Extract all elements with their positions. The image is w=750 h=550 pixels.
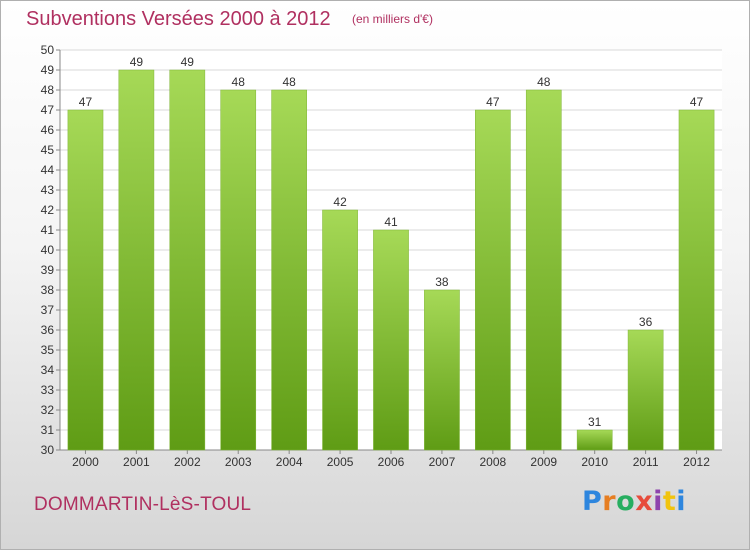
logo-letter: P <box>582 486 603 517</box>
x-tick-label: 2011 <box>633 455 659 469</box>
data-label: 49 <box>130 55 144 69</box>
logo-letter: i <box>653 486 663 517</box>
bar <box>424 289 460 451</box>
x-tick-label: 2009 <box>530 455 557 469</box>
y-tick-label: 43 <box>41 183 55 197</box>
logo-letter: r <box>602 486 617 517</box>
y-tick-label: 34 <box>41 363 55 377</box>
x-tick-label: 2005 <box>327 455 354 469</box>
x-tick-label: 2001 <box>123 455 150 469</box>
x-tick-label: 2010 <box>581 455 608 469</box>
y-tick-label: 46 <box>41 123 55 137</box>
bar <box>627 329 664 451</box>
x-tick-label: 2006 <box>378 455 405 469</box>
proxiti-logo[interactable]: Proxiti <box>582 486 686 517</box>
y-tick-label: 38 <box>41 283 55 297</box>
bar <box>169 69 206 451</box>
x-tick-label: 2012 <box>683 455 710 469</box>
y-tick-label: 50 <box>41 43 55 57</box>
chart-title: Subventions Versées 2000 à 2012 <box>26 8 331 30</box>
bar <box>220 89 257 451</box>
y-tick-label: 36 <box>41 323 55 337</box>
x-tick-label: 2008 <box>479 455 506 469</box>
logo-letter: x <box>635 486 654 517</box>
y-tick-label: 39 <box>41 263 55 277</box>
y-tick-label: 32 <box>41 403 55 417</box>
data-label: 31 <box>588 415 602 429</box>
logo-letter: i <box>676 486 687 517</box>
labels: 30 31 32 33 34 35 36 37 38 39 40 41 42 43 44 45 46 47 48 49… <box>41 43 711 469</box>
data-label: 48 <box>282 75 296 89</box>
y-tick-label: 45 <box>41 143 55 157</box>
x-tick-label: 2003 <box>225 455 252 469</box>
chart-subtitle: (en milliers d'€) <box>352 12 433 26</box>
y-tick-label: 31 <box>41 423 55 437</box>
commune-name: DOMMARTIN-LèS-TOUL <box>34 494 252 515</box>
y-tick-label: 44 <box>41 163 55 177</box>
data-label: 47 <box>486 95 500 109</box>
bar <box>525 89 562 451</box>
logo-letter: t <box>662 486 677 517</box>
x-tick-label: 2004 <box>276 455 303 469</box>
data-label: 48 <box>537 75 551 89</box>
bars <box>67 69 715 451</box>
y-tick-label: 40 <box>41 243 55 257</box>
data-label: 41 <box>384 215 398 229</box>
bar <box>271 89 307 451</box>
x-tick-label: 2007 <box>429 455 456 469</box>
y-tick-label: 49 <box>41 63 55 77</box>
bar <box>373 229 409 451</box>
logo-letter: o <box>616 486 636 517</box>
bar <box>475 109 511 451</box>
bar <box>678 109 715 451</box>
data-label: 47 <box>690 95 704 109</box>
x-tick-label: 2002 <box>174 455 201 469</box>
y-tick-label: 42 <box>41 203 55 217</box>
data-label: 49 <box>181 55 195 69</box>
data-label: 42 <box>333 195 347 209</box>
data-label: 36 <box>639 315 653 329</box>
x-tick-label: 2000 <box>72 455 99 469</box>
bar <box>67 109 104 451</box>
y-tick-label: 41 <box>41 223 55 237</box>
y-tick-label: 47 <box>41 103 55 117</box>
data-label: 38 <box>435 275 449 289</box>
data-label: 47 <box>79 95 93 109</box>
y-tick-label: 35 <box>41 343 55 357</box>
y-tick-label: 30 <box>41 443 55 457</box>
data-label: 48 <box>232 75 246 89</box>
y-tick-label: 48 <box>41 83 55 97</box>
bar <box>576 429 613 451</box>
bar <box>322 209 358 451</box>
bar <box>118 69 155 451</box>
y-tick-label: 33 <box>41 383 55 397</box>
y-tick-label: 37 <box>41 303 55 317</box>
